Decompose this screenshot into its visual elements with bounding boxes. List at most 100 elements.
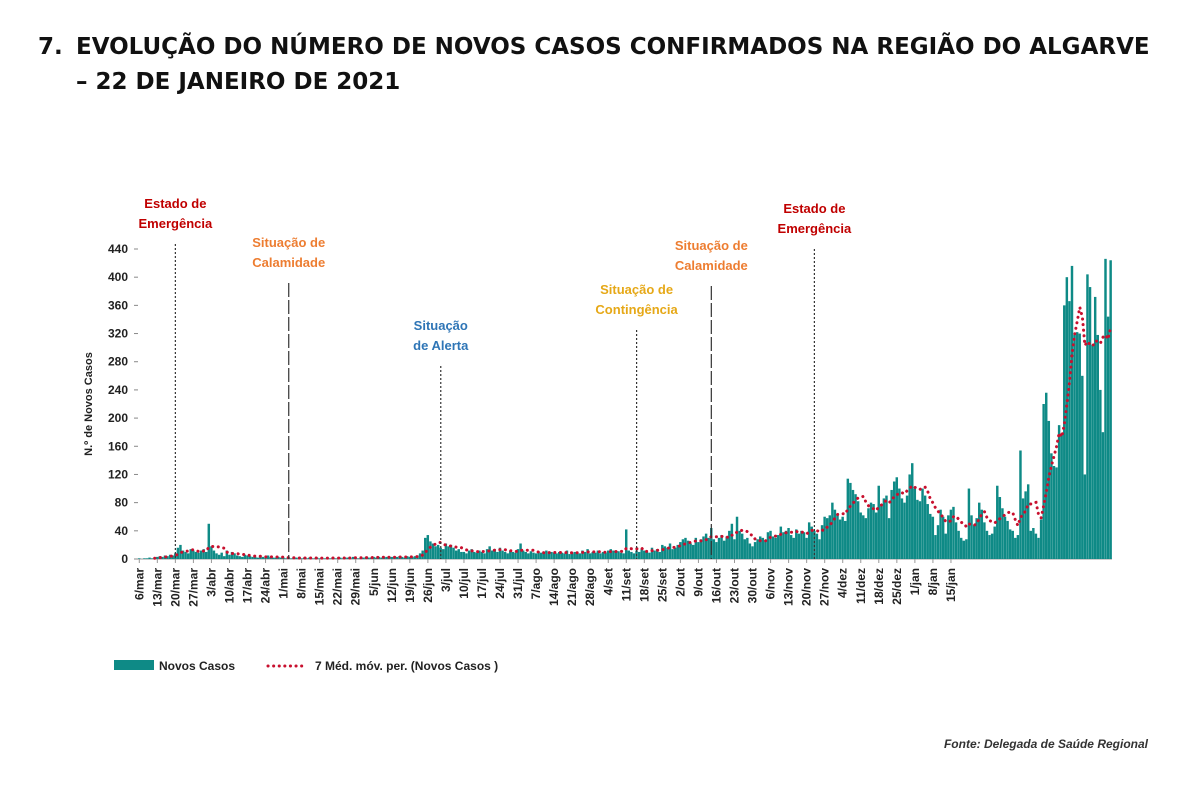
bar <box>717 537 721 559</box>
x-tick-label: 18/dez <box>872 568 886 605</box>
bar <box>921 488 924 559</box>
bar <box>733 539 736 559</box>
bar <box>900 498 904 559</box>
bar <box>691 544 695 559</box>
bar <box>777 535 780 559</box>
bar <box>439 547 442 559</box>
bar <box>274 557 278 559</box>
bar <box>753 542 757 559</box>
bar <box>295 557 298 559</box>
bar <box>962 540 965 559</box>
x-tick-label: 8/mai <box>295 568 309 599</box>
bar <box>434 546 437 559</box>
bar <box>300 558 303 559</box>
bar <box>851 489 855 559</box>
bar <box>1019 450 1022 559</box>
bar <box>514 552 517 559</box>
bar <box>524 551 527 559</box>
bar <box>869 502 873 559</box>
bar <box>622 553 625 559</box>
x-tick-label: 8/jan <box>926 568 940 595</box>
bar <box>454 550 458 559</box>
bar <box>210 546 213 559</box>
x-tick-label: 27/nov <box>818 568 832 606</box>
bar <box>625 529 628 559</box>
bar <box>1091 344 1094 559</box>
bar <box>805 537 808 559</box>
bar <box>150 558 154 559</box>
bar <box>511 551 515 559</box>
y-tick-label: 320 <box>108 327 128 341</box>
bar <box>949 509 953 559</box>
x-tick-label: 23/out <box>728 568 742 603</box>
x-tick-label: 10/abr <box>223 568 237 604</box>
bar <box>491 550 494 559</box>
bar <box>576 552 579 559</box>
bar <box>743 539 746 559</box>
bar <box>375 557 378 559</box>
bar <box>390 556 393 559</box>
bar <box>166 556 169 559</box>
bar <box>498 547 502 559</box>
bar <box>983 522 986 559</box>
bar <box>380 557 383 559</box>
bar <box>212 550 216 559</box>
bar <box>923 495 927 559</box>
bar <box>619 552 623 559</box>
bar <box>1042 404 1045 559</box>
bar <box>926 504 929 559</box>
y-tick-label: 280 <box>108 355 128 369</box>
legend-label-average: 7 Méd. móv. per. (Novos Casos ) <box>315 659 498 673</box>
bar <box>547 553 551 559</box>
bar <box>676 544 679 559</box>
bar <box>661 544 664 559</box>
bar <box>1029 530 1032 559</box>
bar <box>640 549 643 559</box>
bar <box>730 523 734 559</box>
bar <box>534 553 538 559</box>
bar <box>485 549 489 559</box>
bar <box>395 556 399 559</box>
bar <box>277 556 280 559</box>
bar <box>972 525 976 559</box>
bar <box>509 550 512 559</box>
bar <box>460 551 463 559</box>
bar <box>715 542 718 559</box>
bar <box>666 547 669 559</box>
bar <box>782 532 785 559</box>
bar <box>573 551 576 559</box>
bar <box>1057 425 1061 559</box>
bar <box>143 558 146 559</box>
bar <box>271 557 275 559</box>
bar <box>908 474 911 559</box>
bar <box>756 539 759 559</box>
bar <box>903 502 906 559</box>
event-marker-label: de Alerta <box>413 338 469 353</box>
bar <box>630 551 633 559</box>
bar <box>426 535 430 559</box>
bar <box>351 556 355 559</box>
bar <box>905 495 909 559</box>
bar <box>333 558 337 559</box>
bar <box>604 552 607 559</box>
x-tick-label: 10/jul <box>457 568 471 599</box>
bar <box>1024 491 1027 559</box>
bar <box>617 551 620 559</box>
x-tick-label: 17/jul <box>475 568 489 599</box>
bar <box>217 554 221 559</box>
bar <box>1001 508 1004 559</box>
bar <box>550 551 553 559</box>
bar <box>184 551 187 559</box>
event-marker-label: Situação de <box>600 282 673 297</box>
bar <box>882 498 886 559</box>
event-marker-label: Calamidade <box>675 258 748 273</box>
bar <box>594 552 597 559</box>
x-tick-label: 24/jul <box>493 568 507 599</box>
bar <box>1055 467 1058 559</box>
event-marker-label: Situação <box>414 318 468 333</box>
bar <box>918 501 922 559</box>
bar <box>405 556 409 559</box>
bar <box>148 557 151 559</box>
y-tick-label: 400 <box>108 270 128 284</box>
source-note: Fonte: Delegada de Saúde Regional <box>943 737 1148 751</box>
